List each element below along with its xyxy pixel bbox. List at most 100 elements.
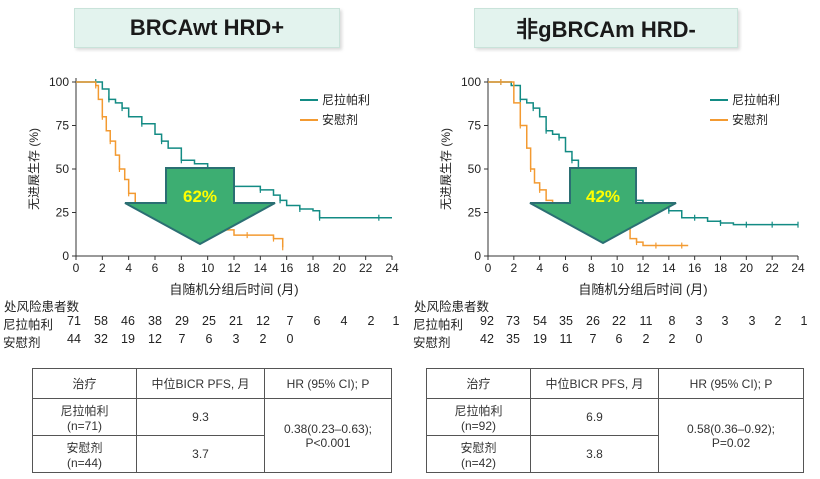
risk-value: 2 [259,332,267,346]
treatment-n: (n=92) [460,418,497,433]
y-tick-label: 0 [62,249,69,263]
risk-value: 7 [178,332,186,346]
x-axis-label: 自随机分组后时间 (月) [169,282,298,297]
placebo-median: 3.7 [136,435,265,473]
risk-value: 21 [229,314,243,328]
risk-row-placebo: 安慰剂 44 32 19 12 7 6 3 2 0 [0,332,410,350]
risk-value: 19 [121,332,135,346]
header-hr: HR (95% CI); P [264,368,392,399]
risk-value: 11 [639,314,653,328]
risk-value: 35 [506,332,520,346]
reduction-percent-label: 62% [183,187,217,206]
y-axis-label: 无进展生存 (%) [27,128,41,210]
header-hr: HR (95% CI); P [658,368,804,399]
risk-value: 46 [121,314,135,328]
hr-value: 0.58(0.36–0.92); [686,421,776,436]
header-median: 中位BICR PFS, 月 [530,368,659,399]
x-tick-label: 14 [254,261,268,275]
y-tick-label: 50 [468,162,482,176]
risk-value: 6 [205,332,213,346]
risk-row-label: 尼拉帕利 [413,318,464,332]
placebo-n: (n=42) [460,455,497,470]
x-tick-label: 10 [610,261,624,275]
risk-value: 58 [94,314,108,328]
y-tick-label: 25 [468,206,482,220]
risk-value: 26 [586,314,600,328]
x-tick-label: 22 [359,261,373,275]
risk-value: 35 [559,314,573,328]
risk-value: 44 [67,332,81,346]
placebo-median: 3.8 [530,435,659,473]
risk-value: 73 [506,314,520,328]
x-tick-label: 18 [714,261,728,275]
risk-row-label: 尼拉帕利 [3,318,54,332]
risk-value: 3 [721,314,729,328]
p-value: P=0.02 [711,435,751,450]
risk-value: 71 [67,314,81,328]
row-treatment-name: 尼拉帕利 (n=92) [426,398,531,436]
hr-cell: 0.38(0.23–0.63); P<0.001 [264,398,392,473]
risk-value: 6 [313,314,321,328]
x-tick-label: 8 [588,261,595,275]
header-treatment: 治疗 [426,368,531,399]
risk-value: 12 [256,314,270,328]
risk-table: 处风险患者数 尼拉帕利 71 58 46 38 29 25 21 12 7 6 … [0,296,410,351]
risk-value: 2 [642,332,650,346]
risk-value: 3 [748,314,756,328]
y-tick-label: 25 [56,206,70,220]
x-tick-label: 16 [280,261,294,275]
x-tick-label: 2 [99,261,106,275]
risk-value: 2 [668,332,676,346]
risk-value: 54 [533,314,547,328]
x-tick-label: 6 [152,261,159,275]
risk-value: 0 [286,332,294,346]
x-tick-label: 16 [688,261,702,275]
placebo-n: (n=44) [66,455,103,470]
row-treatment-name: 尼拉帕利 (n=71) [32,398,137,436]
legend-label: 安慰剂 [732,112,768,127]
y-tick-label: 0 [474,249,481,263]
x-tick-label: 24 [385,261,399,275]
y-tick-label: 75 [56,119,70,133]
risk-value: 29 [175,314,189,328]
x-tick-label: 0 [73,261,80,275]
risk-value: 6 [615,332,623,346]
risk-value: 2 [774,314,782,328]
x-tick-label: 14 [662,261,676,275]
risk-row-treatment: 尼拉帕利 92 73 54 35 26 22 11 8 3 3 3 2 1 [410,314,820,332]
x-tick-label: 2 [510,261,517,275]
x-tick-label: 10 [201,261,215,275]
risk-value: 2 [367,314,375,328]
panel-left: BRCAwt HRD+ 0 25 50 75 100 0 2 4 6 8 10 12 14 16 18 20 2… [0,8,410,473]
treatment-name: 尼拉帕利 [454,403,503,418]
risk-value: 25 [202,314,216,328]
risk-row-label: 安慰剂 [413,336,451,350]
header-treatment: 治疗 [32,368,137,399]
x-tick-label: 24 [791,261,805,275]
legend-label: 尼拉帕利 [732,92,780,107]
risk-value: 0 [695,332,703,346]
summary-table: 治疗 中位BICR PFS, 月 HR (95% CI); P 尼拉帕利 (n=… [426,368,804,473]
treatment-median: 9.3 [136,398,265,436]
risk-table: 处风险患者数 尼拉帕利 92 73 54 35 26 22 11 8 3 3 3… [410,296,820,351]
risk-table-title: 处风险患者数 [414,300,490,314]
chart-title: BRCAwt HRD+ [74,8,340,48]
hr-cell: 0.58(0.36–0.92); P=0.02 [658,398,804,473]
risk-value: 7 [286,314,294,328]
legend-label: 安慰剂 [322,112,358,127]
risk-value: 8 [668,314,676,328]
treatment-median: 6.9 [530,398,659,436]
risk-value: 32 [94,332,108,346]
x-tick-label: 8 [178,261,185,275]
header-median: 中位BICR PFS, 月 [136,368,265,399]
x-tick-label: 20 [333,261,347,275]
x-tick-label: 0 [485,261,492,275]
series-line-treatment [76,81,392,219]
x-tick-label: 22 [765,261,779,275]
y-axis-label: 无进展生存 (%) [439,128,453,210]
hr-value: 0.38(0.23–0.63); [283,421,373,436]
risk-value: 38 [148,314,162,328]
risk-value: 1 [800,314,808,328]
